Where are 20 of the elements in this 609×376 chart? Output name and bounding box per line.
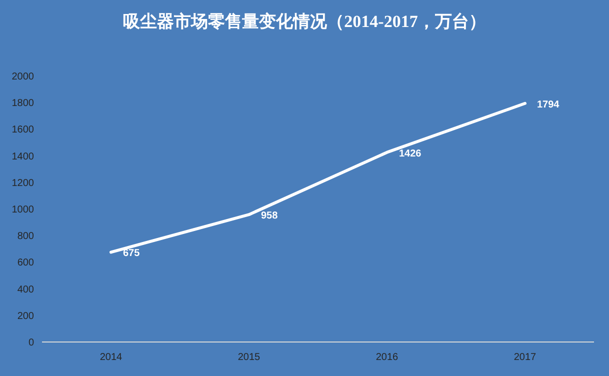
x-tick-label: 2014 <box>100 352 123 363</box>
y-tick-label: 600 <box>17 258 34 269</box>
data-label: 1426 <box>399 148 422 160</box>
data-label: 1794 <box>537 99 560 110</box>
data-label: 675 <box>123 248 140 260</box>
y-tick-label: 1400 <box>12 151 34 162</box>
y-tick-label: 1000 <box>12 204 34 216</box>
y-tick-label: 400 <box>17 284 34 296</box>
x-tick-label: 2016 <box>376 352 399 363</box>
y-tick-label: 1200 <box>12 178 34 189</box>
x-tick-label: 2015 <box>238 352 261 363</box>
y-tick-label: 0 <box>28 338 34 348</box>
y-tick-label: 800 <box>17 231 34 242</box>
x-tick-label: 2017 <box>514 352 537 363</box>
y-tick-label: 200 <box>17 310 34 322</box>
y-tick-label: 2000 <box>12 72 34 82</box>
chart-title: 吸尘器市场零售量变化情况（2014-2017，万台） <box>123 12 486 31</box>
y-tick-label: 1600 <box>12 124 34 136</box>
data-label: 958 <box>261 210 278 222</box>
y-tick-label: 1800 <box>12 98 34 110</box>
